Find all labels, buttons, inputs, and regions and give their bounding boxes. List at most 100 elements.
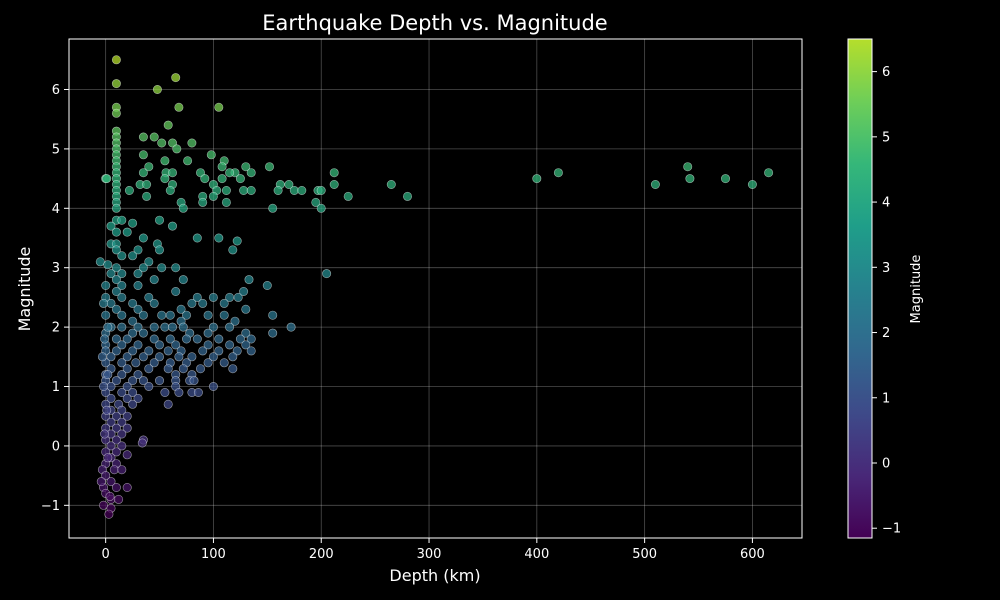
data-point: [196, 364, 206, 374]
data-point: [133, 269, 143, 279]
data-point: [122, 423, 132, 433]
data-point: [117, 405, 127, 415]
x-tick-label: 200: [309, 547, 334, 562]
data-point: [683, 162, 693, 172]
data-point: [402, 191, 412, 201]
data-point: [111, 482, 121, 492]
data-point: [193, 387, 203, 397]
colorbar-tick-label: 1: [882, 391, 890, 406]
data-point: [117, 251, 127, 261]
data-point: [155, 376, 165, 386]
colorbar-tick-label: 3: [882, 261, 890, 276]
data-point: [117, 465, 127, 475]
data-point: [246, 186, 256, 196]
data-point: [128, 251, 138, 261]
data-point: [268, 203, 278, 213]
data-point: [532, 174, 542, 184]
data-point: [241, 304, 251, 314]
data-point: [149, 298, 159, 308]
data-point: [198, 197, 208, 207]
data-point: [168, 221, 178, 231]
data-point: [133, 245, 143, 255]
data-point: [178, 364, 188, 374]
colorbar-ticks: −1 0 1 2 3 4 5 6: [872, 65, 901, 537]
data-point: [122, 450, 132, 460]
data-point: [553, 168, 563, 178]
data-point: [122, 393, 132, 403]
data-point: [103, 370, 113, 380]
data-point: [111, 263, 121, 273]
data-point: [111, 108, 121, 118]
data-point: [329, 168, 339, 178]
data-point: [208, 352, 218, 362]
data-point: [111, 411, 121, 421]
data-point: [171, 286, 181, 296]
data-point: [111, 227, 121, 237]
data-point: [133, 280, 143, 290]
data-point: [208, 191, 218, 201]
data-point: [311, 197, 321, 207]
data-point: [187, 298, 197, 308]
data-point: [131, 358, 141, 368]
data-point: [111, 304, 121, 314]
data-point: [239, 186, 249, 196]
data-point: [138, 132, 148, 142]
data-point: [182, 310, 192, 320]
colorbar-tick-label: 0: [882, 456, 890, 471]
data-point: [235, 174, 245, 184]
data-point: [246, 168, 256, 178]
data-point: [214, 102, 224, 112]
data-point: [97, 352, 107, 362]
data-point: [206, 150, 216, 160]
data-point: [133, 322, 143, 332]
data-point: [316, 186, 326, 196]
data-point: [111, 435, 121, 445]
data-point: [99, 500, 109, 510]
data-point: [117, 215, 127, 225]
data-point: [157, 263, 167, 273]
data-point: [111, 203, 121, 213]
data-point: [239, 286, 249, 296]
data-point: [117, 340, 127, 350]
data-point: [111, 79, 121, 89]
data-point: [95, 257, 105, 267]
data-point: [189, 376, 199, 386]
data-point: [160, 156, 170, 166]
data-point: [178, 322, 188, 332]
data-point: [246, 346, 256, 356]
data-point: [111, 275, 121, 285]
data-point: [165, 186, 175, 196]
data-point: [264, 162, 274, 172]
data-point: [650, 180, 660, 190]
y-tick-label: 0: [52, 439, 60, 454]
data-point: [128, 316, 138, 326]
data-point: [101, 280, 111, 290]
data-points: [95, 55, 774, 519]
data-point: [138, 233, 148, 243]
data-point: [117, 387, 127, 397]
x-axis-ticks: 0 100 200 300 400 500 600: [102, 538, 765, 562]
data-point: [144, 257, 154, 267]
data-point: [235, 334, 245, 344]
data-point: [149, 275, 159, 285]
data-point: [122, 482, 132, 492]
data-point: [128, 376, 138, 386]
data-point: [106, 221, 116, 231]
data-point: [187, 352, 197, 362]
y-tick-label: −1: [41, 499, 60, 514]
data-point: [183, 156, 193, 166]
data-point: [241, 340, 251, 350]
data-point: [208, 322, 218, 332]
data-point: [117, 322, 127, 332]
data-point: [174, 387, 184, 397]
data-point: [160, 387, 170, 397]
colorbar: [847, 38, 873, 539]
data-point: [720, 174, 730, 184]
data-point: [228, 352, 238, 362]
data-point: [297, 186, 307, 196]
data-point: [122, 227, 132, 237]
data-point: [203, 358, 213, 368]
data-point: [128, 346, 138, 356]
colorbar-tick-label: 6: [882, 65, 890, 80]
